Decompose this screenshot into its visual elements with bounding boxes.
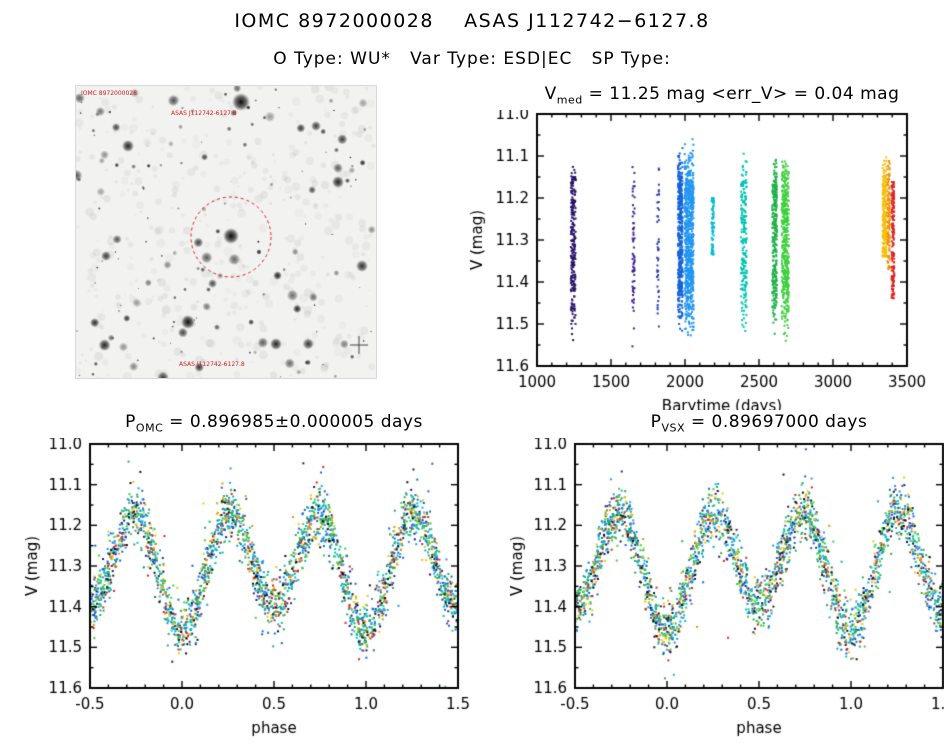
title-text: V — [544, 84, 557, 104]
phase-plot-vsx-panel: PVSX = 0.89697000 days — [505, 412, 944, 744]
finder-annotation-bottom: ASAS J112742-6127.8 — [179, 361, 245, 368]
title-text: P — [650, 412, 662, 432]
phase-vsx-title: PVSX = 0.89697000 days — [575, 412, 943, 438]
title-text: P — [125, 412, 136, 432]
finder-annotation-target-label: ASAS J112742-6127.8 — [171, 110, 237, 117]
title-subscript: VSX — [661, 421, 685, 435]
phase-omc-title: POMC = 0.896985±0.000005 days — [90, 412, 458, 438]
title-subscript: OMC — [135, 421, 164, 435]
phase-plot-omc-panel: POMC = 0.896985±0.000005 days — [20, 412, 470, 744]
star-field-image — [75, 85, 377, 379]
lightcurve-timeseries-panel: Vmed = 11.25 mag <err_V> = 0.04 mag — [465, 84, 943, 410]
object-types-line: O Type: WU* Var Type: ESD|EC SP Type: — [273, 49, 671, 69]
title-text: = 0.896985±0.000005 days — [163, 412, 423, 432]
finder-chart: IOMC 8972000028 ASAS J112742-6127.8 ASAS… — [75, 85, 377, 379]
title-text: = 0.89697000 days — [684, 412, 868, 432]
phase-omc-plot-canvas — [20, 438, 470, 744]
finder-annotation-top-left: IOMC 8972000028 — [81, 90, 137, 97]
timeseries-plot-canvas — [465, 110, 943, 410]
page-title: IOMC 8972000028 ASAS J112742−6127.8 — [234, 10, 710, 32]
title-text: = 11.25 mag <err_V> = 0.04 mag — [582, 84, 900, 104]
timeseries-title: Vmed = 11.25 mag <err_V> = 0.04 mag — [537, 84, 907, 110]
phase-vsx-plot-canvas — [505, 438, 944, 744]
title-subscript: med — [556, 93, 583, 107]
